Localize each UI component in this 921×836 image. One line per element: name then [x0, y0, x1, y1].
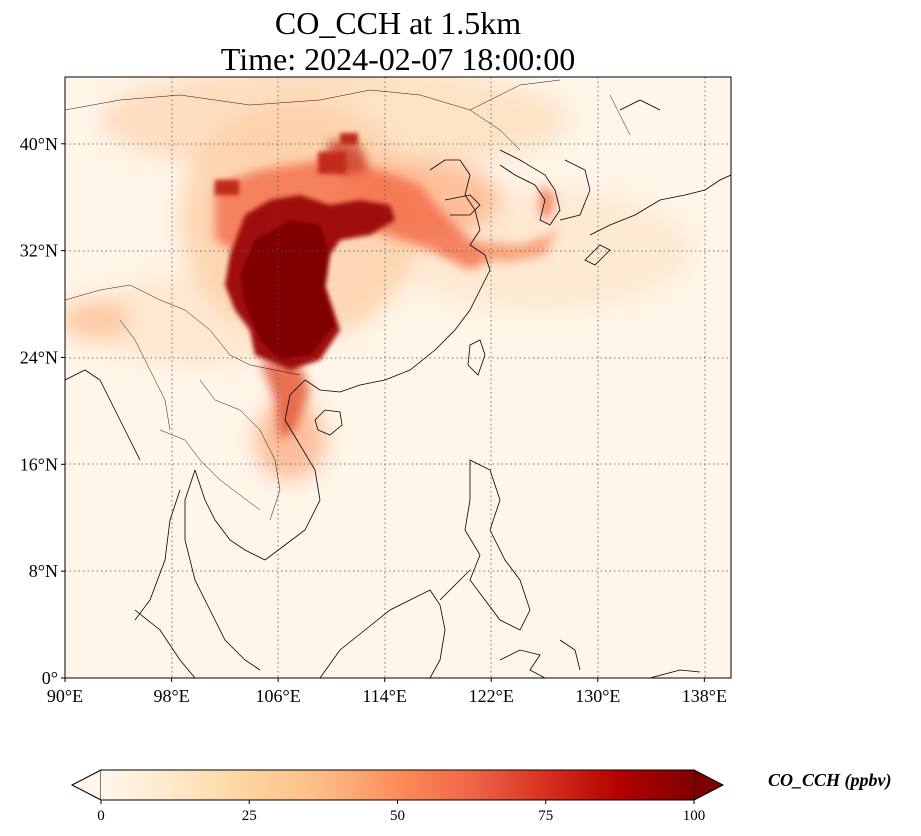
colorbar: 0 25 50 75 100 [70, 769, 725, 824]
colorbar-extend-min [70, 769, 102, 801]
lon-tick-label: 130°E [575, 686, 620, 706]
lat-tick-label: 24°N [20, 347, 58, 367]
colorbar-tick-label: 75 [538, 808, 553, 824]
lon-tick-label: 98°E [153, 686, 189, 706]
borders [65, 79, 631, 521]
coastlines [65, 99, 731, 678]
colorbar-tick-label: 25 [242, 808, 257, 824]
lon-tick-label: 90°E [47, 686, 83, 706]
lon-tick-label: 106°E [256, 686, 301, 706]
lat-tick-label: 0° [42, 668, 58, 688]
map-frame [64, 76, 732, 679]
lat-tick-label: 32°N [20, 241, 58, 261]
map-title: CO_CCH at 1.5km [274, 5, 522, 41]
colorbar-bar [101, 770, 694, 800]
colorbar-tick-label: 0 [97, 808, 105, 824]
colorbar-tick-label: 100 [683, 808, 706, 824]
map-panel [65, 77, 731, 678]
lon-tick-label: 114°E [362, 686, 407, 706]
lon-tick-label: 122°E [469, 686, 514, 706]
gridlines [65, 77, 731, 678]
latitude-ticks: 0° 8°N 16°N 24°N 32°N 40°N [20, 134, 65, 688]
plume-core-layer [215, 133, 395, 370]
lon-tick-label: 138°E [682, 686, 727, 706]
colorbar-extend-max [693, 769, 725, 801]
map-subtitle: Time: 2024-02-07 18:00:00 [220, 41, 576, 77]
lat-tick-label: 40°N [20, 134, 58, 154]
longitude-ticks: 90°E 98°E 106°E 114°E 122°E 130°E 138°E [47, 678, 727, 706]
lat-tick-label: 8°N [29, 561, 58, 581]
lat-tick-label: 16°N [20, 454, 58, 474]
colorbar-ticks: 0 25 50 75 100 [97, 800, 705, 824]
colorbar-title: CO_CCH (ppbv) [768, 770, 892, 790]
colorbar-tick-label: 50 [390, 808, 405, 824]
